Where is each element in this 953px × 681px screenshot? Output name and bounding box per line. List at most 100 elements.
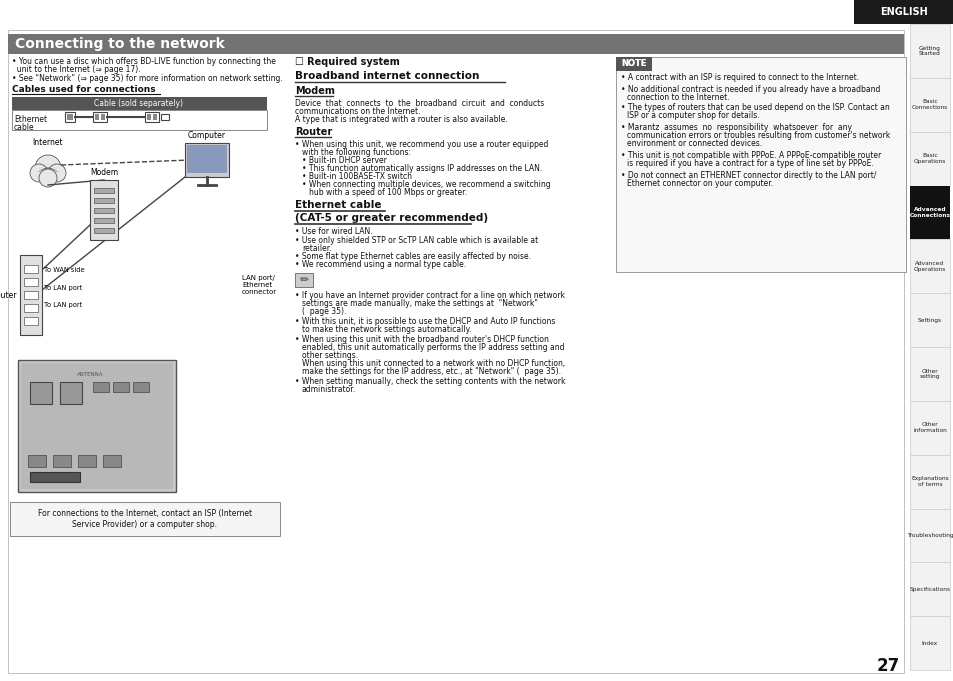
- Text: Other
setting: Other setting: [919, 368, 940, 379]
- Text: ☐ Required system: ☐ Required system: [294, 57, 399, 67]
- Bar: [28, 455, 46, 467]
- Text: Broadband internet connection: Broadband internet connection: [294, 71, 478, 81]
- Bar: [12, 110, 267, 130]
- Bar: [161, 114, 169, 120]
- Text: Advanced
Connections: Advanced Connections: [908, 207, 949, 218]
- Text: is required if you have a contract for a type of line set by PPPoE.: is required if you have a contract for a…: [626, 159, 873, 168]
- Bar: [909, 616, 949, 670]
- Text: NOTE: NOTE: [620, 59, 646, 69]
- Text: retailer.: retailer.: [302, 244, 332, 253]
- Bar: [145, 112, 159, 122]
- Text: ANTENNA: ANTENNA: [76, 372, 103, 377]
- Bar: [132, 382, 149, 392]
- Text: unit to the Internet (⇒ page 17).: unit to the Internet (⇒ page 17).: [12, 65, 140, 74]
- Bar: [24, 317, 38, 325]
- Text: Device  that  connects  to  the  broadband  circuit  and  conducts: Device that connects to the broadband ci…: [294, 99, 543, 108]
- Bar: [187, 145, 227, 173]
- Text: Cables used for connections: Cables used for connections: [12, 85, 155, 94]
- Text: • When using this unit, we recommend you use a router equipped: • When using this unit, we recommend you…: [294, 140, 548, 149]
- Circle shape: [48, 164, 66, 182]
- Bar: [30, 382, 52, 404]
- Bar: [18, 360, 175, 492]
- Bar: [909, 24, 949, 670]
- Text: • Do not connect an ETHERNET connector directly to the LAN port/: • Do not connect an ETHERNET connector d…: [620, 171, 876, 180]
- Bar: [21, 363, 172, 489]
- Text: • The types of routers that can be used depend on the ISP. Contact an: • The types of routers that can be used …: [620, 103, 889, 112]
- Bar: [94, 218, 113, 223]
- Bar: [8, 34, 903, 54]
- Bar: [94, 228, 113, 233]
- Text: Specifications: Specifications: [908, 587, 949, 592]
- Text: Ethernet connector on your computer.: Ethernet connector on your computer.: [626, 179, 772, 188]
- Bar: [12, 97, 267, 110]
- Text: Router: Router: [0, 291, 17, 300]
- Text: Ethernet: Ethernet: [14, 116, 47, 125]
- Text: • Built-in DHCP server: • Built-in DHCP server: [302, 156, 387, 165]
- Bar: [95, 114, 99, 120]
- Text: other settings.: other settings.: [302, 351, 357, 360]
- Text: Basic
Connections: Basic Connections: [911, 99, 947, 110]
- Bar: [20, 255, 42, 335]
- Bar: [185, 143, 229, 177]
- Text: To LAN port: To LAN port: [44, 285, 82, 291]
- Bar: [67, 114, 73, 120]
- Text: Router: Router: [294, 127, 332, 137]
- Bar: [24, 291, 38, 299]
- Bar: [53, 455, 71, 467]
- Text: connection to the Internet.: connection to the Internet.: [626, 93, 729, 102]
- Bar: [616, 57, 651, 71]
- Text: communications on the Internet.: communications on the Internet.: [294, 107, 420, 116]
- Bar: [909, 563, 949, 616]
- Text: 27: 27: [876, 657, 899, 675]
- Bar: [60, 382, 82, 404]
- Text: • You can use a disc which offers BD-LIVE function by connecting the: • You can use a disc which offers BD-LIV…: [12, 57, 275, 66]
- Text: ✏: ✏: [299, 275, 309, 285]
- Bar: [65, 112, 75, 122]
- Text: with the following functions:: with the following functions:: [302, 148, 411, 157]
- Text: to make the network settings automatically.: to make the network settings automatical…: [302, 325, 471, 334]
- Circle shape: [39, 169, 57, 187]
- Text: (CAT-5 or greater recommended): (CAT-5 or greater recommended): [294, 213, 488, 223]
- Bar: [94, 188, 113, 193]
- Text: Computer: Computer: [188, 131, 226, 140]
- Text: • A contract with an ISP is required to connect to the Internet.: • A contract with an ISP is required to …: [620, 73, 859, 82]
- Text: • Marantz  assumes  no  responsibility  whatsoever  for  any: • Marantz assumes no responsibility what…: [620, 123, 851, 132]
- Text: Troubleshooting: Troubleshooting: [905, 533, 952, 538]
- Bar: [909, 347, 949, 401]
- Text: • No additional contract is needed if you already have a broadband: • No additional contract is needed if yo…: [620, 85, 880, 94]
- Text: ISP or a computer shop for details.: ISP or a computer shop for details.: [626, 111, 759, 120]
- Bar: [92, 112, 107, 122]
- Bar: [909, 293, 949, 347]
- Text: (  page 35).: ( page 35).: [302, 307, 346, 316]
- Bar: [616, 57, 905, 272]
- Bar: [909, 78, 949, 131]
- Text: A type that is integrated with a router is also available.: A type that is integrated with a router …: [294, 115, 507, 124]
- Bar: [909, 239, 949, 293]
- Text: Advanced
Operations: Advanced Operations: [913, 261, 945, 272]
- Bar: [30, 472, 80, 482]
- Text: • Some flat type Ethernet cables are easily affected by noise.: • Some flat type Ethernet cables are eas…: [294, 252, 531, 261]
- Text: • See “Network” (⇒ page 35) for more information on network setting.: • See “Network” (⇒ page 35) for more inf…: [12, 74, 282, 83]
- Text: • When using this unit with the broadband router's DHCP function: • When using this unit with the broadban…: [294, 335, 548, 344]
- Text: Modem: Modem: [90, 168, 118, 177]
- Text: communication errors or troubles resulting from customer's network: communication errors or troubles resulti…: [626, 131, 889, 140]
- Bar: [853, 0, 953, 24]
- Bar: [92, 382, 109, 392]
- Bar: [616, 57, 651, 71]
- Text: • This function automatically assigns IP addresses on the LAN.: • This function automatically assigns IP…: [302, 164, 541, 173]
- Bar: [909, 185, 949, 239]
- Text: administrator.: administrator.: [302, 385, 355, 394]
- Text: Getting
Started: Getting Started: [918, 46, 940, 57]
- Bar: [94, 198, 113, 203]
- Text: Settings: Settings: [917, 317, 941, 323]
- Bar: [90, 180, 118, 240]
- Bar: [24, 304, 38, 312]
- Circle shape: [35, 155, 61, 181]
- Bar: [112, 382, 129, 392]
- Text: Cable (sold separately): Cable (sold separately): [94, 99, 183, 108]
- Bar: [909, 131, 949, 185]
- Text: Ethernet cable: Ethernet cable: [294, 200, 381, 210]
- Text: • We recommend using a normal type cable.: • We recommend using a normal type cable…: [294, 260, 466, 269]
- Text: Index: Index: [921, 641, 937, 646]
- Bar: [101, 114, 105, 120]
